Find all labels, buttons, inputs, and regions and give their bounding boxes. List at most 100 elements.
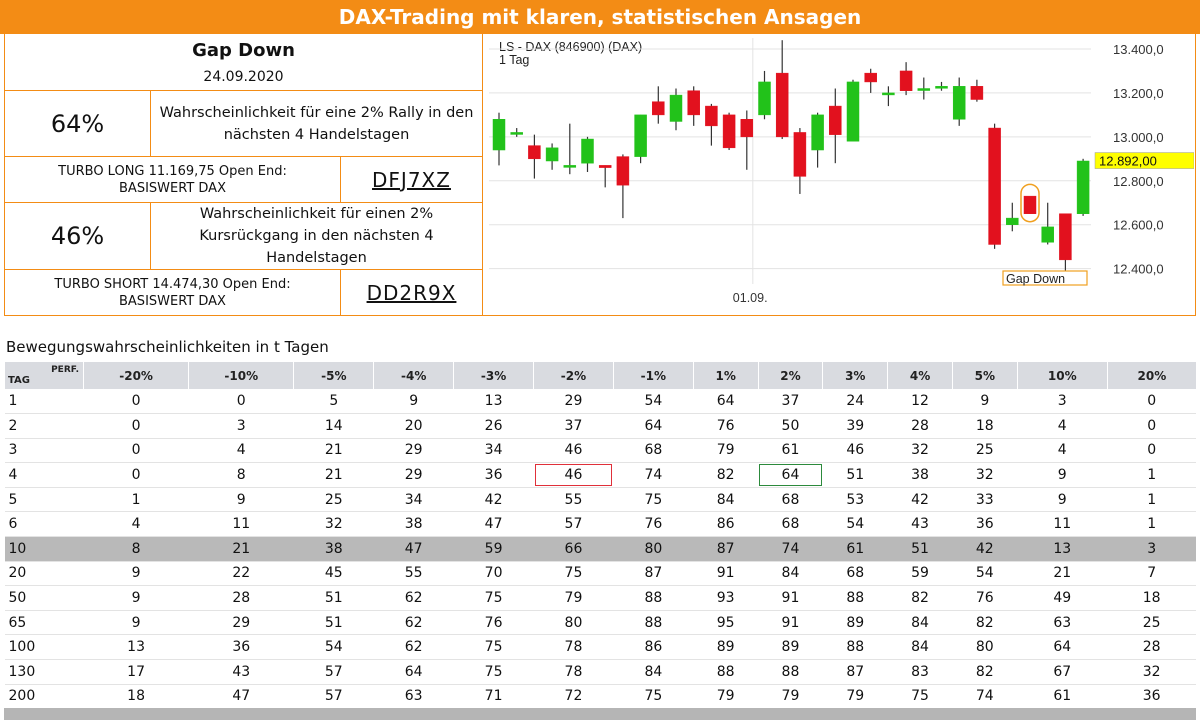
probability-cell: 36 [952,511,1018,538]
probability-cell: 0 [1107,389,1196,415]
column-header: 4% [887,362,953,389]
turbo-long-desc-line1: TURBO LONG 11.169,75 Open End: [58,163,287,179]
probability-cell: 21 [293,462,374,488]
candle-up [758,81,771,116]
probability-cell: 51 [293,610,374,636]
column-header: -10% [188,362,294,389]
probability-cell: 88 [822,634,888,661]
probability-cell: 74 [758,536,823,562]
probability-cell: 61 [758,438,823,464]
probability-cell: 64 [1017,634,1108,661]
probability-cell: 78 [533,634,614,661]
probability-cell: 75 [453,585,534,611]
chart-panel: LS - DAX (846900) (DAX) 1 Tag Gap Down 1… [483,34,1196,316]
probability-cell: 61 [1017,684,1108,710]
probability-cell: 54 [293,634,374,661]
column-header: -3% [453,362,534,389]
candle-down [740,119,754,138]
probability-cell: 87 [613,561,694,587]
probability-cell: 86 [693,511,759,538]
probability-cell: 32 [952,462,1018,488]
row-day-cell: 5 [4,487,84,513]
probability-cell: 54 [822,511,888,538]
candle-down [775,72,789,138]
probability-cell: 59 [453,536,534,562]
probability-cell: 39 [822,413,888,439]
probability-cell: 91 [758,585,823,611]
probability-cell: 89 [822,610,888,636]
probability-cell: 75 [533,561,614,587]
probability-cell: 0 [83,413,189,439]
probability-cell: 4 [1017,413,1108,439]
candle-down [722,114,736,149]
table-footer-bar [4,708,1196,720]
probability-cell: 87 [693,536,759,562]
probability-cell: 54 [952,561,1018,587]
probability-cell: 95 [693,610,759,636]
last-price-label: 12.892,00 [1099,154,1157,169]
candle-down [598,165,612,168]
probability-cell: 12 [887,389,953,415]
column-header: -4% [373,362,454,389]
probability-cell: 79 [693,684,759,710]
table-row: 130 17 43 57 64 75 78 84 88 88 87 83 82 67 32 [4,659,1196,685]
turbo-short-code-link[interactable]: DD2R9X [366,281,457,305]
probability-cell: 3 [188,413,294,439]
probability-cell: 79 [693,438,759,464]
row-day-cell: 2 [4,413,84,439]
probability-cell: 38 [373,511,454,538]
probability-cell: 86 [613,634,694,661]
probability-cell: 1 [1107,511,1196,538]
probability-cell: 17 [83,659,189,685]
probability-cell: 13 [83,634,189,661]
candle-up [510,132,523,135]
table-row: 50 9 28 51 62 75 79 88 93 91 88 82 76 49 18 [4,585,1196,611]
row-day-cell: 100 [4,634,84,661]
probability-cell: 26 [453,413,534,439]
probability-cell: 20 [373,413,454,439]
probability-cell: 7 [1107,561,1196,587]
probability-cell: 68 [758,487,823,513]
row-day-cell: 50 [4,585,84,611]
probability-cell: 29 [533,389,614,415]
turbo-long-code-link[interactable]: DFJ7XZ [372,167,451,192]
probability-cell: 64 [693,389,759,415]
probability-cell: 82 [887,585,953,611]
probability-cell: 0 [83,389,189,415]
probability-cell: 0 [83,438,189,464]
probability-cell: 55 [373,561,454,587]
probability-cell: 80 [952,634,1018,661]
candle-down [988,127,1001,245]
last-price-badge [1094,152,1194,169]
probability-cell: 46 [533,438,614,464]
row-day-cell: 6 [4,511,84,538]
row-day-cell: 65 [4,610,84,636]
page-banner: DAX-Trading mit klaren, statistischen An… [0,0,1200,34]
candle-down [793,132,807,177]
probability-cell: 76 [693,413,759,439]
column-header: 20% [1106,362,1196,389]
probability-cell: 47 [188,684,294,710]
probability-cell: 1 [1107,462,1196,488]
candle-up [846,81,860,142]
turbo-short-row: TURBO SHORT 14.474,30 Open End: BASISWERT… [5,270,482,316]
probability-cell: 21 [293,438,374,464]
chart-title: LS - DAX (846900) (DAX) [499,40,642,54]
candle-up [545,147,559,162]
probability-cell: 88 [613,610,694,636]
table-row: 20 9 22 45 55 70 75 87 91 84 68 59 54 21 7 [4,561,1196,587]
probability-cell: 9 [188,487,294,513]
probability-cell: 29 [188,610,294,636]
probability-cell: 22 [188,561,294,587]
chart-subtitle: 1 Tag [499,53,529,67]
probability-cell: 0 [1107,438,1196,464]
probability-cell: 11 [1017,511,1108,538]
candle-down [970,86,984,100]
signal-date: 24.09.2020 [203,69,284,85]
probability-cell: 42 [952,536,1018,562]
probability-cell: 82 [952,610,1018,636]
probability-cell: 50 [758,413,823,439]
probability-cell: 28 [188,585,294,611]
candle-up [935,86,948,89]
table-row: 3 0 4 21 29 34 46 68 79 61 46 32 25 4 0 [4,438,1196,464]
